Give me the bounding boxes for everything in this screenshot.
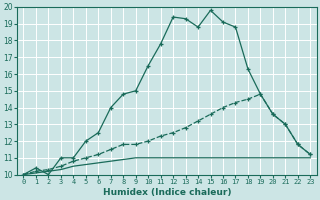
X-axis label: Humidex (Indice chaleur): Humidex (Indice chaleur) (103, 188, 231, 197)
